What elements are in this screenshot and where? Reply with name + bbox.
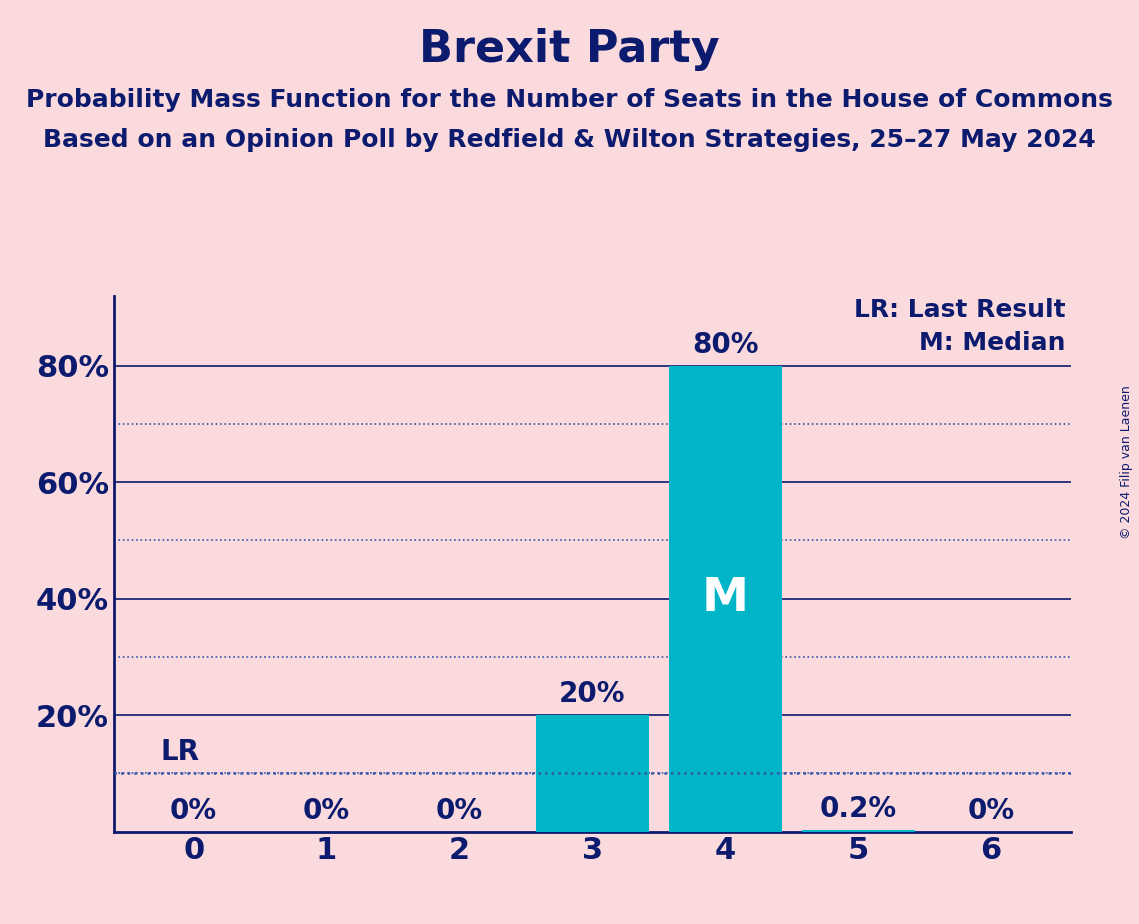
Text: M: M	[702, 576, 748, 621]
Text: LR: Last Result: LR: Last Result	[854, 298, 1066, 322]
Bar	[802, 831, 915, 832]
Text: 0%: 0%	[303, 796, 350, 824]
Text: 0%: 0%	[967, 796, 1015, 824]
Text: 20%: 20%	[559, 680, 625, 708]
Text: 0%: 0%	[436, 796, 483, 824]
Text: © 2024 Filip van Laenen: © 2024 Filip van Laenen	[1121, 385, 1133, 539]
Text: Brexit Party: Brexit Party	[419, 28, 720, 71]
Text: 0.2%: 0.2%	[819, 796, 896, 823]
Bar	[669, 366, 781, 832]
Bar	[535, 715, 649, 832]
Text: LR: LR	[161, 738, 199, 766]
Text: Based on an Opinion Poll by Redfield & Wilton Strategies, 25–27 May 2024: Based on an Opinion Poll by Redfield & W…	[43, 128, 1096, 152]
Text: 80%: 80%	[691, 331, 759, 359]
Text: 0%: 0%	[170, 796, 218, 824]
Text: Probability Mass Function for the Number of Seats in the House of Commons: Probability Mass Function for the Number…	[26, 88, 1113, 112]
Text: M: Median: M: Median	[919, 331, 1066, 355]
